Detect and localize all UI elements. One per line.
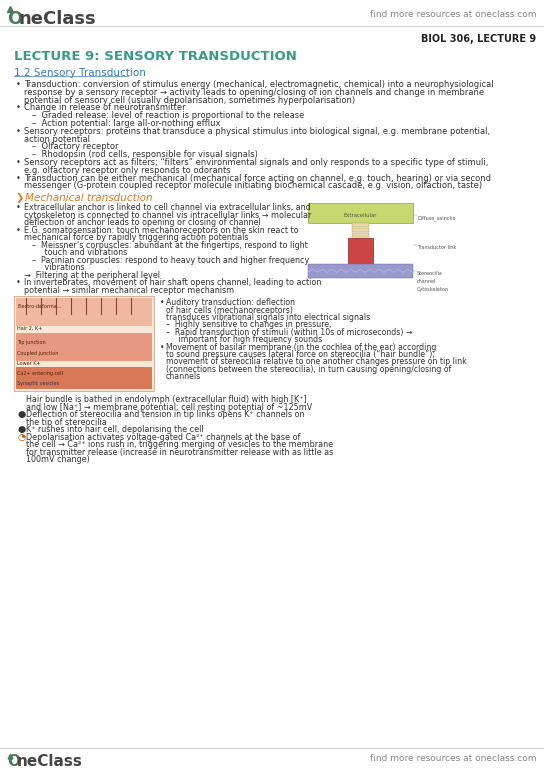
Text: of hair cells (mechanoreceptors): of hair cells (mechanoreceptors): [166, 306, 293, 315]
Bar: [352, 253, 369, 257]
Text: O: O: [7, 10, 22, 28]
Text: •: •: [16, 158, 21, 167]
Text: –  Pacinian corpuscles: respond to heavy touch and higher frequency: – Pacinian corpuscles: respond to heavy …: [32, 256, 309, 265]
Text: •: •: [16, 127, 21, 136]
Text: to sound pressure causes lateral force on stereocilia (“hair bundle”);: to sound pressure causes lateral force o…: [166, 350, 435, 359]
Text: Tip junction: Tip junction: [17, 340, 46, 345]
Text: E.G. somatosensation: touch mechanoreceptors on the skin react to: E.G. somatosensation: touch mechanorecep…: [24, 226, 299, 235]
Text: BIOL 306, LECTURE 9: BIOL 306, LECTURE 9: [421, 34, 536, 44]
Text: Hair 2, K+: Hair 2, K+: [17, 326, 42, 331]
Text: Auditory transduction: deflection: Auditory transduction: deflection: [166, 298, 295, 307]
Text: Deflection of stereocilia and tension in tip links opens K⁺ channels on: Deflection of stereocilia and tension in…: [26, 410, 305, 419]
Text: (connections between the stereocilia), in turn causing opening/closing of: (connections between the stereocilia), i…: [166, 365, 452, 373]
Text: neClass: neClass: [17, 754, 83, 769]
Text: Diffuse_asincho: Diffuse_asincho: [417, 215, 455, 221]
Bar: [308, 203, 413, 223]
Text: →  Filtering at the peripheral level: → Filtering at the peripheral level: [24, 271, 160, 280]
Text: •: •: [16, 226, 21, 235]
Bar: [308, 264, 413, 278]
Text: –  Olfactory receptor: – Olfactory receptor: [32, 142, 119, 152]
Text: mechanical force by rapidly triggering action potentials: mechanical force by rapidly triggering a…: [24, 233, 249, 243]
Text: K⁺ rushes into hair cell, depolarising the cell: K⁺ rushes into hair cell, depolarising t…: [26, 425, 203, 434]
Text: •: •: [16, 203, 21, 213]
Text: •: •: [16, 103, 21, 112]
Text: LECTURE 9: SENSORY TRANSDUCTION: LECTURE 9: SENSORY TRANSDUCTION: [14, 50, 297, 63]
Text: Depolarisation activates voltage-gated Ca²⁺ channels at the base of: Depolarisation activates voltage-gated C…: [26, 433, 300, 442]
Text: channel: channel: [417, 280, 436, 284]
Text: ●: ●: [17, 425, 25, 434]
Text: •: •: [160, 343, 164, 352]
Bar: [16, 367, 152, 389]
Text: response by a sensory receptor → activity leads to opening/closing of ion channe: response by a sensory receptor → activit…: [24, 88, 484, 97]
Text: Transductor link: Transductor link: [417, 245, 456, 250]
Text: Coupled junction: Coupled junction: [17, 351, 58, 357]
Text: Transduction: conversion of stimulus energy (mechanical, electromagnetic, chemic: Transduction: conversion of stimulus ene…: [24, 80, 493, 89]
Text: –  Rapid transduction of stimuli (within 10s of microseconds) →: – Rapid transduction of stimuli (within …: [166, 328, 412, 336]
Text: •: •: [16, 278, 21, 287]
Text: Mechanical transduction: Mechanical transduction: [25, 193, 153, 203]
Text: –  Highly sensitive to changes in pressure,: – Highly sensitive to changes in pressur…: [166, 320, 331, 330]
Text: cytoskeleton is connected to channel vis intracellular links → molecular: cytoskeleton is connected to channel vis…: [24, 211, 311, 219]
Bar: [348, 238, 373, 268]
Text: find more resources at oneclass.com: find more resources at oneclass.com: [369, 10, 536, 19]
Text: Synaptic vesicles: Synaptic vesicles: [17, 381, 59, 387]
Text: O: O: [7, 754, 20, 769]
Text: Cytoskeleton: Cytoskeleton: [417, 287, 449, 292]
Text: ❯: ❯: [16, 193, 24, 203]
Text: Electro-deforma...: Electro-deforma...: [17, 304, 61, 310]
Text: important for high frequency sounds: important for high frequency sounds: [166, 335, 322, 344]
Text: 100mV change): 100mV change): [26, 455, 90, 464]
Text: the cell → Ca²⁺ ions rush in, triggering merging of vesicles to the membrane: the cell → Ca²⁺ ions rush in, triggering…: [26, 440, 333, 449]
Text: the tip of stereocilia: the tip of stereocilia: [26, 417, 107, 427]
Text: vibrations: vibrations: [32, 263, 84, 273]
Text: Movement of basilar membrane (in the cochlea of the ear) according: Movement of basilar membrane (in the coc…: [166, 343, 436, 352]
Text: Transduction can be either mechanical (mechanical force acting on channel, e.g. : Transduction can be either mechanical (m…: [24, 173, 491, 182]
Text: Extracellular anchor is linked to cell channel via extracellular links, and: Extracellular anchor is linked to cell c…: [24, 203, 311, 213]
Text: ●: ●: [17, 410, 25, 419]
Text: Hair bundle is bathed in endolymph (extracellular fluid) with high [K⁺]: Hair bundle is bathed in endolymph (extr…: [26, 395, 307, 404]
Bar: [352, 238, 369, 243]
Text: –  Action potential: large all-or-nothing efflux: – Action potential: large all-or-nothing…: [32, 119, 220, 128]
Text: transduces vibrational signals into electrical signals: transduces vibrational signals into elec…: [166, 313, 370, 322]
Text: and low [Na⁺] → membrane potential; cell resting potential of ~125mV: and low [Na⁺] → membrane potential; cell…: [26, 403, 312, 412]
Text: Sensory receptors act as filters; “filters” environmental signals and only respo: Sensory receptors act as filters; “filte…: [24, 158, 489, 167]
Text: movement of stereocilia relative to one another changes pressure on tip link: movement of stereocilia relative to one …: [166, 357, 467, 367]
Bar: [352, 243, 369, 247]
Text: Change in release of neurotransmitter: Change in release of neurotransmitter: [24, 103, 186, 112]
Text: –  Graded release: level of reaction is proportional to the release: – Graded release: level of reaction is p…: [32, 111, 305, 120]
Text: e.g. olfactory receptor only responds to odorants: e.g. olfactory receptor only responds to…: [24, 166, 231, 175]
Text: •: •: [16, 80, 21, 89]
Bar: [14, 296, 154, 391]
Bar: [352, 228, 369, 233]
Text: •: •: [160, 298, 164, 307]
Bar: [16, 333, 152, 361]
Text: potential → similar mechanical receptor mechanism: potential → similar mechanical receptor …: [24, 286, 234, 295]
Text: channels: channels: [166, 372, 201, 381]
Text: neClass: neClass: [18, 10, 96, 28]
Text: 1.2 Sensory Transduction: 1.2 Sensory Transduction: [14, 68, 146, 78]
Text: –  Rhodopsin (rod cells, responsible for visual signals): – Rhodopsin (rod cells, responsible for …: [32, 150, 258, 159]
Text: potential of sensory cell (usually depolarisation, sometimes hyperpolarisation): potential of sensory cell (usually depol…: [24, 95, 355, 105]
Text: action potential: action potential: [24, 135, 90, 143]
Text: •: •: [16, 173, 21, 182]
Text: messenger (G-protein coupled receptor molecule initiating biochemical cascade, e: messenger (G-protein coupled receptor mo…: [24, 182, 482, 190]
Text: touch and vibrations: touch and vibrations: [32, 248, 127, 257]
Text: Sensory receptors: proteins that transduce a physical stimulus into biological s: Sensory receptors: proteins that transdu…: [24, 127, 490, 136]
Text: Stereocilia: Stereocilia: [417, 271, 443, 276]
Bar: [352, 223, 369, 227]
Text: Extracellular: Extracellular: [343, 213, 377, 218]
Text: –  Meissner’s corpuscles: abundant at the fingertips, respond to light: – Meissner’s corpuscles: abundant at the…: [32, 241, 308, 249]
Text: for transmitter release (increase in neurotransmitter release with as little as: for transmitter release (increase in neu…: [26, 447, 333, 457]
Text: Ca2+ entering cell: Ca2+ entering cell: [17, 371, 63, 377]
Text: In invertebrates, movement of hair shaft opens channel, leading to action: In invertebrates, movement of hair shaft…: [24, 278, 322, 287]
Text: find more resources at oneclass.com: find more resources at oneclass.com: [369, 754, 536, 763]
Text: deflection of anchor leads to opening or closing of channel: deflection of anchor leads to opening or…: [24, 218, 261, 227]
Text: Lower K+: Lower K+: [17, 361, 41, 367]
Bar: [16, 298, 152, 326]
Bar: [352, 248, 369, 253]
Text: ◔: ◔: [17, 433, 25, 442]
Bar: [352, 233, 369, 237]
